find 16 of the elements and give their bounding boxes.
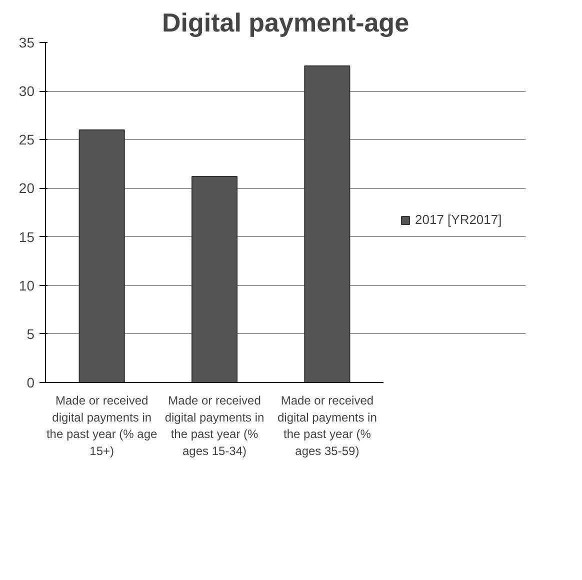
y-tick-label: 0 xyxy=(26,374,35,390)
bar xyxy=(191,176,238,382)
x-tick-label: Made or received digital payments in the past year (% ages 15-34) xyxy=(164,394,264,458)
legend-label: 2017 [YR2017] xyxy=(415,212,502,227)
y-tick-label: 10 xyxy=(18,277,35,294)
y-tick-label: 5 xyxy=(26,326,35,342)
bar xyxy=(304,65,350,382)
x-tick-label: Made or received digital payments in the past year (% age 15+) xyxy=(46,394,158,458)
y-tick-label: 30 xyxy=(18,83,35,100)
y-tick-label: 15 xyxy=(18,228,35,245)
bar xyxy=(78,129,125,382)
chart-title: Digital payment-age xyxy=(162,8,410,38)
y-tick-label: 25 xyxy=(18,132,35,148)
x-tick-label: Made or received digital payments in the past year (% ages 35-59) xyxy=(277,394,377,458)
y-tick-label: 35 xyxy=(18,34,35,50)
y-tick-label: 20 xyxy=(18,180,35,196)
